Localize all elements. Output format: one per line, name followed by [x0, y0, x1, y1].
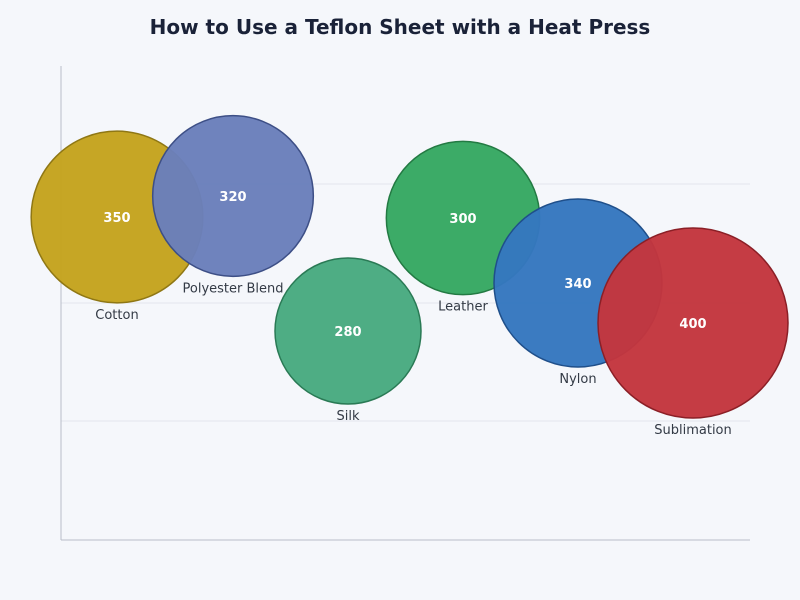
value-label-sublimation: 400 — [679, 317, 706, 332]
bubble-silk[interactable] — [274, 257, 422, 405]
category-label-polyester-blend: Polyester Blend — [183, 281, 284, 296]
bubble-polyester-blend[interactable] — [151, 114, 315, 278]
category-label-sublimation: Sublimation — [654, 423, 732, 438]
bubble-group-polyester-blend: 320 Polyester Blend — [151, 114, 315, 296]
value-label-polyester-blend: 320 — [219, 190, 246, 205]
bubble-group-silk: 280 Silk — [274, 257, 422, 424]
bubble-sublimation[interactable] — [597, 227, 789, 419]
category-label-leather: Leather — [438, 300, 488, 315]
axes — [60, 66, 750, 541]
value-label-leather: 300 — [449, 212, 476, 227]
category-label-cotton: Cotton — [95, 308, 138, 323]
bubbles: 350 Cotton 320 Polyester Blend 280 Silk 300 Lea… — [30, 114, 789, 438]
category-label-nylon: Nylon — [559, 372, 596, 387]
value-label-silk: 280 — [334, 325, 361, 340]
chart-title: How to Use a Teflon Sheet with a Heat Pr… — [150, 15, 651, 39]
value-label-cotton: 350 — [103, 211, 130, 226]
value-label-nylon: 340 — [564, 277, 591, 292]
bubble-group-sublimation: 400 Sublimation — [597, 227, 789, 438]
category-label-silk: Silk — [336, 409, 359, 424]
